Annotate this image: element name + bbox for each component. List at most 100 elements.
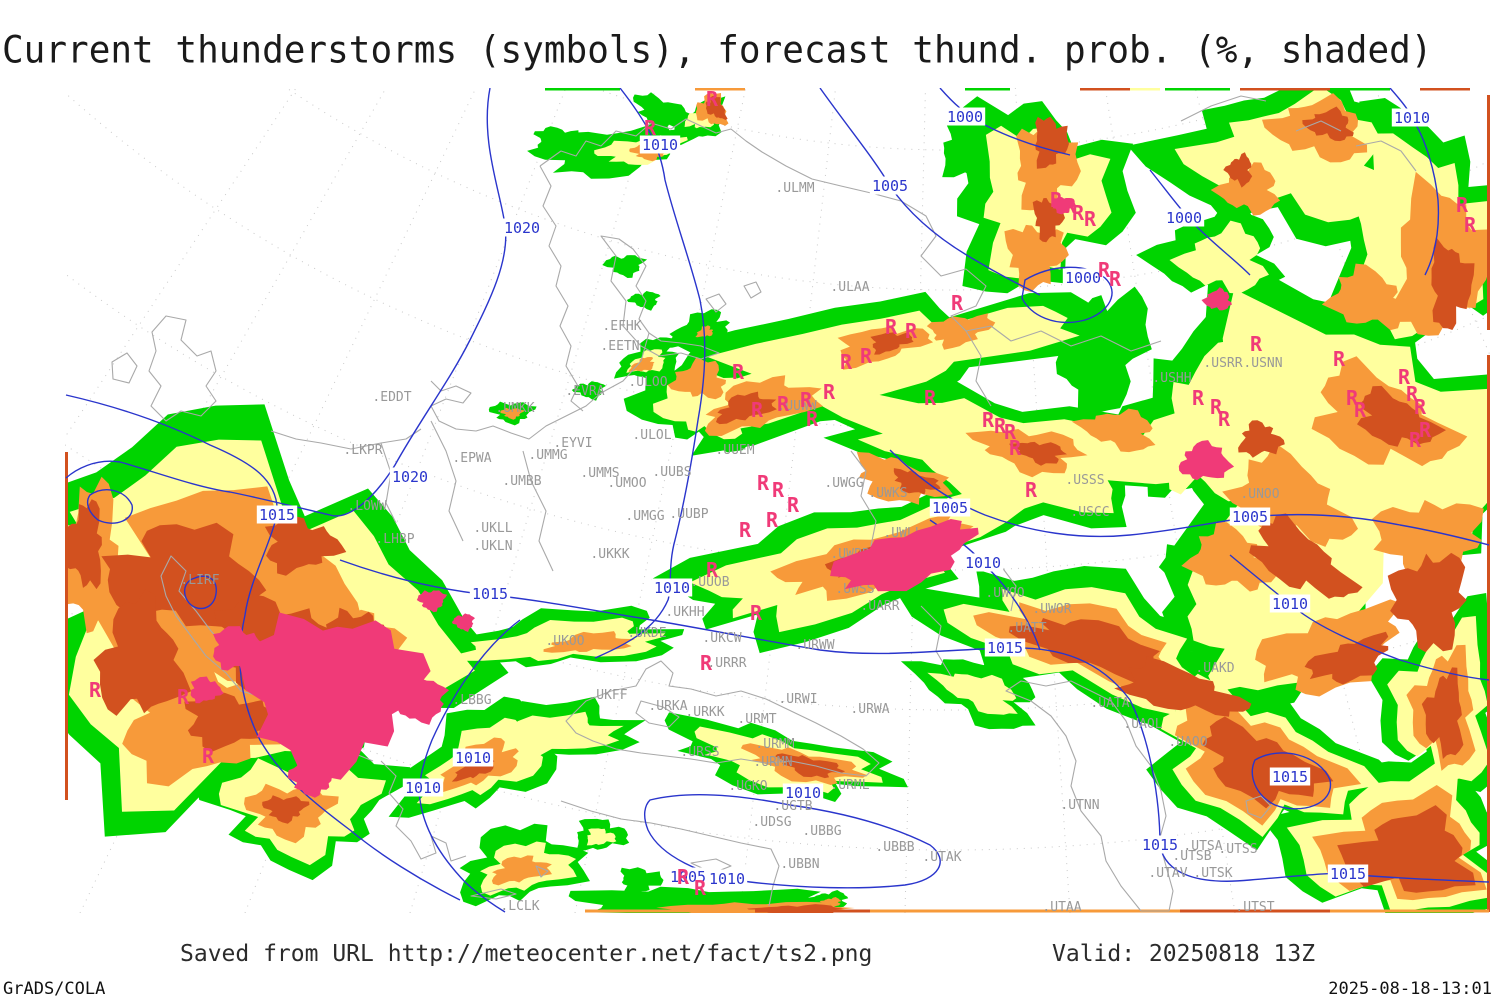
pressure-label: 1010	[1391, 108, 1433, 127]
isobar-line	[1251, 752, 1332, 810]
pressure-value: 1010	[405, 779, 441, 797]
prob-shading-extreme	[1114, 656, 1252, 717]
isobar-line	[819, 88, 1041, 296]
pressure-value: 1020	[392, 468, 428, 486]
station-label: .URWI	[778, 692, 817, 707]
prob-shading-extreme	[1421, 667, 1464, 759]
prob-shading-high	[1071, 408, 1156, 453]
prob-shading-extreme	[893, 468, 941, 495]
coastline	[635, 700, 680, 728]
station-label: .UGTB	[773, 799, 812, 814]
prob-shading-extreme	[1009, 441, 1067, 466]
coastline	[539, 118, 1162, 352]
pressure-label: 1015	[1139, 835, 1181, 854]
chart-title: Current thunderstorms (symbols), forecas…	[2, 28, 1433, 73]
creation-timestamp: 2025-08-18-13:01	[1328, 979, 1492, 999]
thunderstorm-symbol: R	[694, 876, 707, 900]
pressure-label: 1015	[984, 638, 1026, 657]
pressure-label: 1015	[1269, 767, 1311, 786]
station-label: .ULOL	[632, 428, 671, 443]
station-label: .UATT	[1007, 621, 1046, 636]
coastline	[380, 420, 554, 572]
prob-shading-low	[533, 126, 592, 156]
station-label: .UWKS	[868, 486, 907, 501]
thunderstorm-symbol: R	[787, 493, 800, 517]
station-label: .UTNN	[1060, 798, 1099, 813]
pressure-label: 1000	[1163, 208, 1205, 227]
pressure-value: 1005	[872, 177, 908, 195]
coastline	[430, 332, 650, 440]
coastline	[565, 660, 880, 777]
pressure-value: 1015	[472, 585, 508, 603]
pressure-value: 1020	[504, 219, 540, 237]
thunderstorm-symbol: R	[739, 518, 752, 542]
thunderstorm-cluster	[236, 612, 431, 780]
isobar-line	[643, 793, 941, 889]
pressure-label: 1015	[469, 584, 511, 603]
station-label: .UBBN	[780, 857, 819, 872]
isobar-line	[1229, 554, 1490, 681]
thunderstorm-symbol: R	[1050, 188, 1063, 212]
thunderstorm-symbol: R	[1072, 201, 1085, 225]
thunderstorm-symbol: R	[1346, 386, 1359, 410]
pressure-label: 1010	[782, 783, 824, 802]
thunderstorm-symbol: R	[924, 386, 937, 410]
thunderstorm-symbol: R	[1414, 395, 1427, 419]
station-label: .URMM	[755, 737, 794, 752]
station-label: .UKDE	[627, 626, 666, 641]
thunderstorm-symbol: R	[823, 380, 836, 404]
thunderstorm-symbol: R	[806, 407, 819, 431]
station-label: .EDDT	[372, 390, 411, 405]
saved-from-url-caption: Saved from URL http://meteocenter.net/fa…	[180, 941, 873, 967]
station-label: .USHH	[1152, 371, 1191, 386]
station-label: .URRR	[707, 656, 746, 671]
thunderstorm-symbol: R	[1210, 395, 1223, 419]
station-label: .LIRF	[180, 573, 219, 588]
station-label: .UKHH	[665, 605, 704, 620]
pressure-value: 1015	[1272, 768, 1308, 786]
station-label: .UKLN	[473, 539, 512, 554]
thunderstorm-cluster	[213, 626, 269, 671]
prob-shading-med	[1169, 220, 1269, 294]
station-label: .URWA	[850, 702, 889, 717]
pressure-value: 1010	[455, 749, 491, 767]
station-label: .EPWA	[452, 451, 491, 466]
thunderstorm-symbol: R	[751, 398, 764, 422]
station-label: .UAOO	[1168, 735, 1207, 750]
prob-shading-extreme	[1387, 552, 1467, 653]
coastline	[270, 428, 422, 450]
thunderstorm-symbol: R	[1084, 207, 1097, 231]
prob-shading-med	[927, 672, 1018, 715]
thunderstorm-cluster	[190, 676, 224, 704]
thunderstorm-cluster	[1201, 287, 1232, 311]
pressure-label: 1010	[639, 135, 681, 154]
station-label: .EVRA	[565, 384, 604, 399]
prob-shading-extreme	[1304, 631, 1389, 685]
pressure-label: 1010	[1269, 594, 1311, 613]
station-label: .UWOO	[985, 586, 1024, 601]
thunderstorm-cluster	[1051, 196, 1076, 215]
prob-shading-med	[1187, 561, 1364, 692]
station-label: .EFHK	[602, 319, 641, 334]
coastline	[920, 565, 1017, 677]
prob-shading-extreme	[870, 332, 914, 355]
station-label: .UUOB	[690, 575, 729, 590]
station-label: .LBBG	[452, 693, 491, 708]
pressure-label: 1005	[1229, 507, 1271, 526]
thunderstorm-cluster	[451, 613, 475, 632]
prob-shading-extreme	[262, 795, 310, 824]
station-label: .UKCW	[702, 631, 741, 646]
thunderstorm-symbol: R	[1333, 347, 1346, 371]
pressure-label: 1005	[667, 867, 709, 886]
thunderstorm-symbol: R	[1192, 386, 1205, 410]
thunderstorm-symbol: R	[1218, 407, 1231, 431]
station-label: .USCC	[1070, 505, 1109, 520]
station-label: .UTSA	[1183, 839, 1222, 854]
thunderstorm-symbol: R	[994, 414, 1007, 438]
prob-shading-extreme	[93, 589, 192, 716]
pressure-label: 1020	[501, 218, 543, 237]
pressure-value: 1015	[1142, 836, 1178, 854]
station-label: .UMGG	[625, 509, 664, 524]
